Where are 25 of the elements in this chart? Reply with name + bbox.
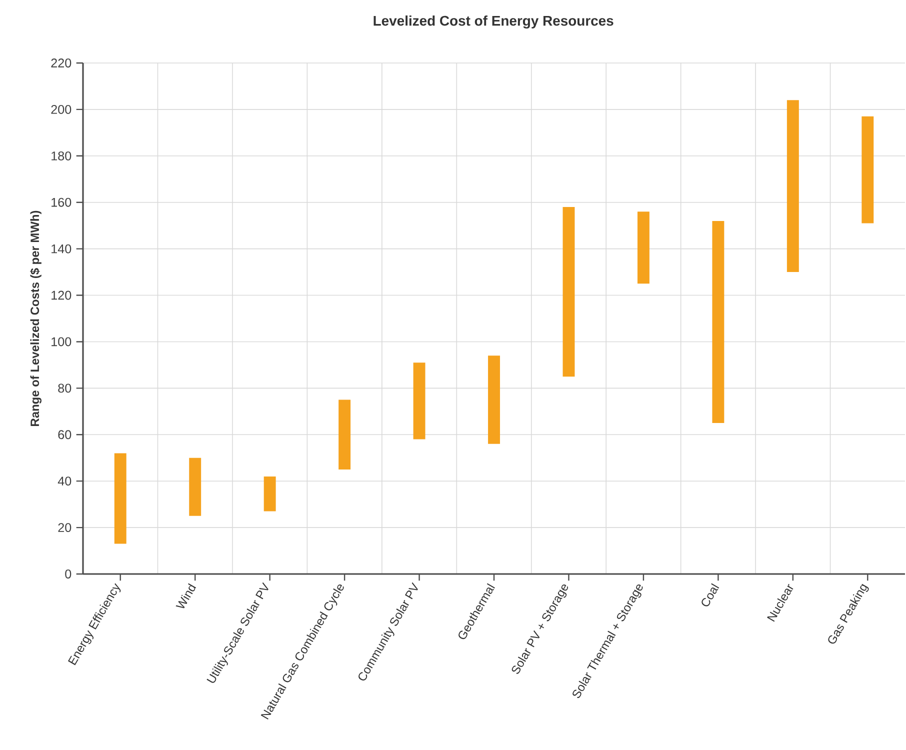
y-tick-label: 220: [51, 58, 72, 68]
chart-title: Levelized Cost of Energy Resources: [374, 15, 614, 29]
y-tick-label: 20: [58, 523, 72, 532]
bar: [862, 116, 874, 224]
y-tick-label: 160: [52, 198, 72, 207]
bar: [413, 362, 426, 440]
bar: [488, 356, 500, 444]
y-axis-title: Range of Levelized Costs ($ per MWh): [30, 210, 42, 426]
y-tick-label: 120: [52, 290, 72, 300]
bar: [189, 458, 202, 516]
bar: [114, 453, 126, 544]
y-tick-label: 100: [52, 337, 72, 346]
bar: [712, 220, 724, 424]
bar: [562, 207, 575, 377]
y-tick-label: 140: [52, 244, 72, 254]
y-tick-label: 40: [58, 476, 72, 486]
bar: [786, 100, 799, 272]
y-tick-label: 60: [58, 430, 72, 440]
bar: [637, 212, 650, 284]
y-tick-label: 180: [52, 151, 72, 160]
y-tick-label: 200: [51, 104, 72, 114]
y-tick-label: 0: [65, 570, 72, 578]
bar: [264, 476, 276, 512]
y-tick-label: 80: [58, 384, 72, 393]
bar: [338, 400, 351, 470]
